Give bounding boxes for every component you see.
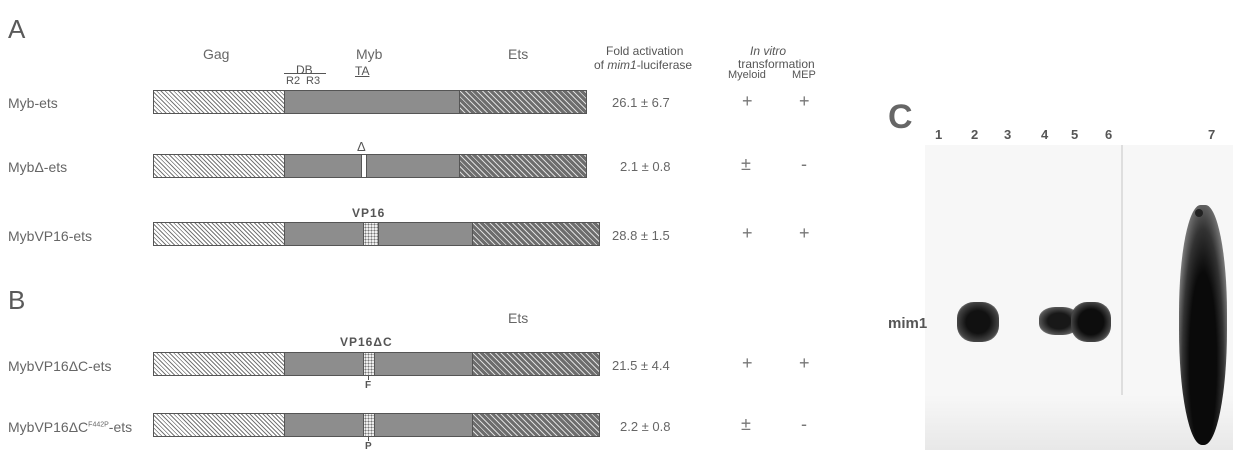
row-label-mybvp16deltac-f442p-ets: MybVP16ΔCF442P-ets [8, 419, 133, 435]
myeloid-result: + [742, 353, 753, 373]
lane-label-7: 7 [1208, 127, 1216, 142]
insert-label-vp16: VP16 [352, 206, 386, 220]
row-label-mybvp16deltac-ets: MybVP16ΔC-ets [8, 358, 112, 374]
gag-segment [154, 155, 285, 177]
ets-segment [459, 155, 586, 177]
myb-segment [285, 155, 459, 177]
lane-label-6: 6 [1105, 127, 1113, 142]
myeloid-header: Myeloid [728, 69, 766, 81]
band-label-mim1: mim1 [888, 315, 928, 332]
myb-segment [285, 353, 472, 375]
row-label-mybdelta-ets: MybΔ-ets [8, 159, 68, 175]
row-label-mybvp16-ets: MybVP16-ets [8, 228, 93, 244]
mep-result: + [799, 223, 810, 243]
fold-value: 26.1 ± 6.7 [612, 95, 670, 110]
vp16deltac-insert [363, 413, 375, 437]
gel-lane-divider [1121, 145, 1123, 450]
lane-label-4: 4 [1041, 127, 1049, 142]
db-underline [284, 73, 326, 74]
myeloid-result: ± [741, 414, 751, 434]
panel-c-label: C [888, 98, 913, 136]
myeloid-result: + [742, 91, 753, 111]
ets-segment [472, 223, 599, 245]
insert-label-vp16deltac: VP16ΔC [340, 335, 393, 349]
construct-bar-mybvp16-ets [153, 222, 600, 246]
myb-segment [285, 91, 459, 113]
gag-segment [154, 223, 285, 245]
myb-header: Myb [356, 46, 383, 62]
gag-segment [154, 353, 285, 375]
fold-header-line2: of mim1-luciferase [594, 58, 693, 72]
fold-value: 2.1 ± 0.8 [620, 159, 671, 174]
ets-header: Ets [508, 46, 529, 62]
insert-label-delta: Δ [357, 139, 366, 154]
residue-label-p: P [365, 441, 372, 452]
ets-segment [472, 414, 599, 436]
construct-bar-mybvp16deltac-ets [153, 352, 600, 376]
gag-header: Gag [203, 46, 230, 62]
residue-tick [368, 376, 369, 380]
spot-lane-7 [1195, 209, 1203, 217]
fold-value: 2.2 ± 0.8 [620, 419, 671, 434]
invitro-header-line1: In vitro [750, 44, 787, 58]
panel-a-label: A [8, 14, 26, 44]
gel-image [925, 145, 1233, 450]
construct-bar-myb-ets [153, 90, 587, 114]
vp16deltac-insert [363, 352, 375, 376]
residue-tick [368, 437, 369, 441]
fold-header-line1: Fold activation [606, 44, 684, 58]
lane-label-1: 1 [935, 127, 943, 142]
mep-result: - [801, 154, 807, 174]
band-lane-5 [1071, 302, 1111, 342]
fold-value: 28.8 ± 1.5 [612, 228, 670, 243]
ets-segment [472, 353, 599, 375]
smear-lane-7 [1179, 205, 1227, 445]
invitro-header-line2: transformation [738, 57, 815, 71]
lane-label-3: 3 [1004, 127, 1012, 142]
myeloid-result: + [742, 223, 753, 243]
gel-bottom-shade [925, 395, 1233, 450]
construct-bar-mybvp16deltac-f442p-ets [153, 413, 600, 437]
mep-header: MEP [792, 69, 816, 81]
vp16-insert [363, 222, 379, 246]
ets-segment [459, 91, 586, 113]
mep-result: + [799, 353, 810, 373]
mep-result: + [799, 91, 810, 111]
ta-label: TA [355, 64, 370, 78]
r3-label: R3 [306, 75, 321, 87]
construct-bar-mybdelta-ets [153, 154, 587, 178]
ets-header-b: Ets [508, 310, 529, 326]
gag-segment [154, 91, 285, 113]
mep-result: - [801, 414, 807, 434]
fold-value: 21.5 ± 4.4 [612, 358, 670, 373]
gag-segment [154, 414, 285, 436]
myb-segment [285, 414, 472, 436]
myeloid-result: ± [741, 154, 751, 174]
lane-label-2: 2 [971, 127, 979, 142]
lane-label-5: 5 [1071, 127, 1079, 142]
deletion-gap [361, 154, 367, 178]
residue-label-f: F [365, 380, 372, 391]
r2-label: R2 [286, 75, 301, 87]
band-lane-2 [957, 302, 999, 342]
row-label-myb-ets: Myb-ets [8, 95, 58, 111]
panel-b-label: B [8, 285, 26, 315]
